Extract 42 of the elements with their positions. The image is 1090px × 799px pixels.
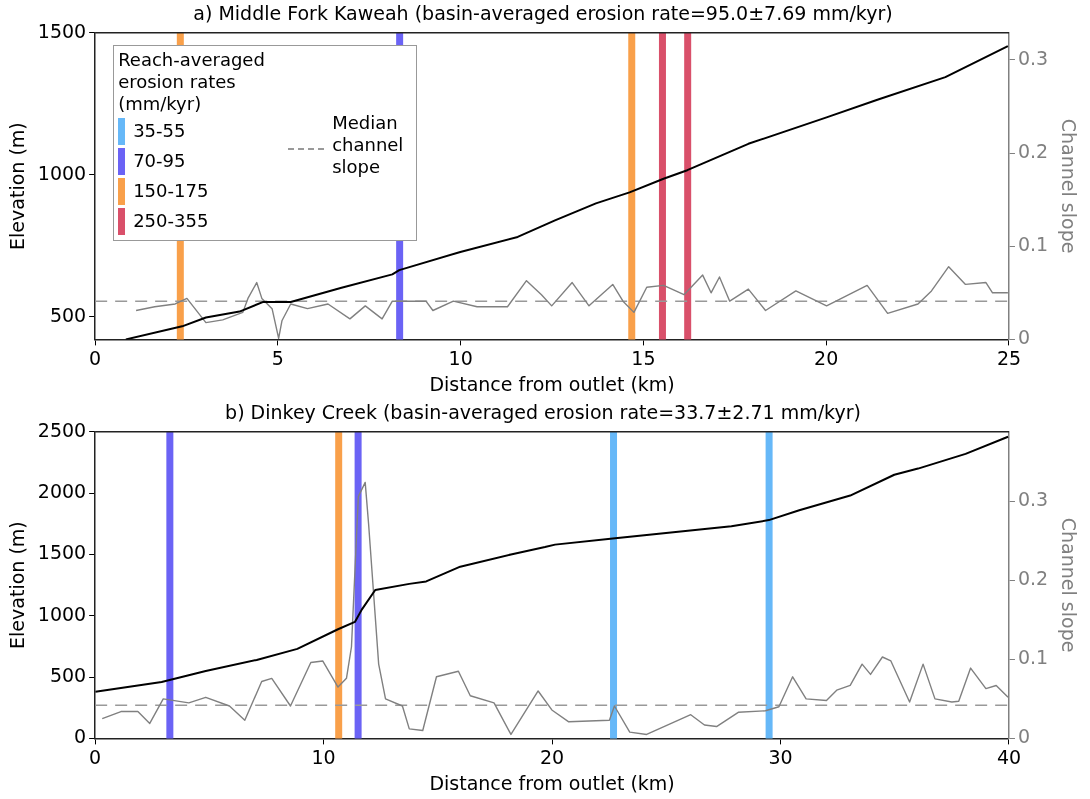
y2-axis-title: Channel slope — [1057, 118, 1080, 254]
x-tick-label: 40 — [996, 745, 1022, 768]
legend-label: 150-175 — [133, 180, 209, 203]
chart-title: a) Middle Fork Kaweah (basin-averaged erosion rate=95.0±7.69 mm/kyr) — [193, 2, 893, 25]
y-axis-title: Elevation (m) — [6, 122, 29, 250]
legend-label: Median channel slope — [332, 111, 405, 178]
x-tick-label: 20 — [539, 745, 565, 768]
x-axis-title: Distance from outlet (km) — [429, 372, 675, 395]
chart-title: b) Dinkey Creek (basin-averaged erosion rate=33.7±2.71 mm/kyr) — [225, 401, 861, 424]
y2-tick-label: 0.2 — [1017, 139, 1049, 162]
y-tick-label: 0 — [74, 725, 87, 748]
x-tick-label: 10 — [311, 745, 336, 768]
y-tick-label: 2000 — [37, 480, 87, 503]
y2-tick-label: 0 — [1017, 725, 1031, 748]
y2-tick-label: 0.3 — [1017, 488, 1049, 511]
legend-label: 35-55 — [133, 120, 186, 143]
y-tick-label: 500 — [49, 303, 87, 326]
y2-axis-title: Channel slope — [1057, 517, 1080, 653]
y-tick-label: 1500 — [37, 541, 87, 564]
y-tick-label: 1000 — [37, 602, 87, 625]
x-tick-label: 10 — [448, 346, 473, 369]
legend-label: 250-355 — [133, 210, 209, 233]
y-axis-title: Elevation (m) — [6, 521, 29, 649]
y2-tick-label: 0.1 — [1017, 233, 1049, 256]
y2-tick-label: 0 — [1017, 326, 1031, 349]
x-tick-label: 15 — [631, 346, 656, 369]
x-tick-label: 20 — [814, 346, 839, 369]
y-tick-label: 1500 — [37, 19, 87, 42]
x-tick-label: 5 — [271, 346, 284, 369]
x-axis-title: Distance from outlet (km) — [429, 771, 675, 794]
x-tick-label: 0 — [89, 346, 102, 369]
y-tick-label: 1000 — [37, 161, 87, 184]
y-tick-label: 2500 — [37, 418, 87, 441]
legend-label: 70-95 — [133, 150, 186, 173]
y2-tick-label: 0.3 — [1017, 46, 1049, 69]
x-tick-label: 25 — [996, 346, 1022, 369]
y2-tick-label: 0.1 — [1017, 646, 1049, 669]
y2-tick-label: 0.2 — [1017, 567, 1049, 590]
x-tick-label: 30 — [768, 745, 793, 768]
x-tick-label: 0 — [89, 745, 102, 768]
y-tick-label: 500 — [49, 664, 87, 687]
legend-title: Reach-averaged erosion rates (mm/kyr) — [118, 48, 266, 115]
